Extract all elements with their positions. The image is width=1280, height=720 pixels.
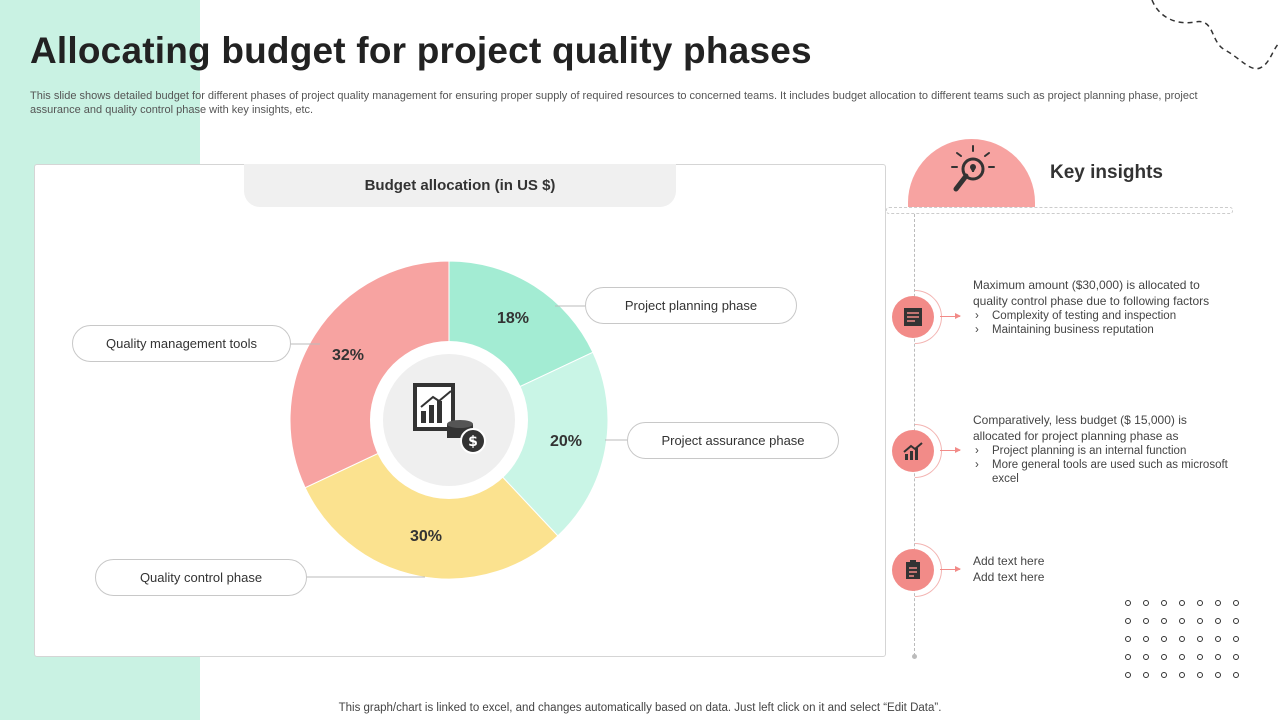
decorative-dot bbox=[1197, 600, 1203, 606]
legend-pill-assurance: Project assurance phase bbox=[627, 422, 839, 459]
insight-1-bullet-1: Complexity of testing and inspection bbox=[973, 309, 1228, 323]
lightbulb-magnifier-icon bbox=[951, 145, 995, 192]
growth-chart-icon bbox=[892, 430, 934, 472]
timeline-end-dot bbox=[912, 654, 917, 659]
decorative-squiggle bbox=[1151, 0, 1280, 70]
decorative-dot bbox=[1197, 672, 1203, 678]
decorative-dot bbox=[1179, 672, 1185, 678]
decorative-dot bbox=[1233, 654, 1239, 660]
insight-1-bullet-2: Maintaining business reputation bbox=[973, 323, 1228, 337]
decorative-dot bbox=[1233, 672, 1239, 678]
decorative-dot bbox=[1143, 636, 1149, 642]
decorative-dot bbox=[1161, 600, 1167, 606]
decorative-dot-grid bbox=[1125, 600, 1251, 686]
insight-3-body: Add text here Add text here bbox=[973, 554, 1045, 584]
decorative-dot bbox=[1233, 600, 1239, 606]
decorative-dot bbox=[1161, 636, 1167, 642]
legend-pill-tools: Quality management tools bbox=[72, 325, 291, 362]
decorative-dot bbox=[1161, 618, 1167, 624]
slice-label-assurance: 20% bbox=[549, 433, 583, 450]
decorative-dot bbox=[1125, 636, 1131, 642]
decorative-dot bbox=[1215, 600, 1221, 606]
decorative-dot bbox=[1215, 672, 1221, 678]
slice-label-tools: 32% bbox=[331, 347, 365, 364]
insight-text-2: Comparatively, less budget ($ 15,000) is… bbox=[973, 412, 1228, 486]
insight-2-body: Comparatively, less budget ($ 15,000) is… bbox=[973, 413, 1187, 443]
decorative-dot bbox=[1179, 600, 1185, 606]
decorative-dot bbox=[1143, 618, 1149, 624]
insight-arrow-3 bbox=[940, 566, 961, 572]
decorative-dot bbox=[1179, 654, 1185, 660]
clipboard-icon bbox=[892, 549, 934, 591]
decorative-dot bbox=[1197, 654, 1203, 660]
insight-arrow-2 bbox=[940, 447, 961, 453]
legend-pill-planning: Project planning phase bbox=[585, 287, 797, 324]
decorative-dot bbox=[1215, 654, 1221, 660]
decorative-dot bbox=[1143, 600, 1149, 606]
decorative-dot bbox=[1125, 618, 1131, 624]
decorative-dot bbox=[1125, 672, 1131, 678]
chart-title: Budget allocation (in US $) bbox=[244, 164, 676, 207]
decorative-dot bbox=[1215, 618, 1221, 624]
slice-label-quality-control: 30% bbox=[409, 528, 443, 545]
decorative-dot bbox=[1197, 636, 1203, 642]
insight-text-1: Maximum amount ($30,000) is allocated to… bbox=[973, 277, 1228, 337]
decorative-dot bbox=[1161, 654, 1167, 660]
decorative-dot bbox=[1179, 618, 1185, 624]
report-icon bbox=[892, 296, 934, 338]
insight-arrow-1 bbox=[940, 313, 961, 319]
decorative-dot bbox=[1197, 618, 1203, 624]
decorative-dot bbox=[1125, 600, 1131, 606]
decorative-dot bbox=[1125, 654, 1131, 660]
key-insights-title: Key insights bbox=[1050, 162, 1163, 183]
slice-label-planning: 18% bbox=[496, 310, 530, 327]
legend-pill-quality-control: Quality control phase bbox=[95, 559, 307, 596]
footer-note: This graph/chart is linked to excel, and… bbox=[338, 702, 942, 714]
page-subtitle: This slide shows detailed budget for dif… bbox=[30, 90, 1198, 116]
decorative-dot bbox=[1233, 618, 1239, 624]
insight-1-body: Maximum amount ($30,000) is allocated to… bbox=[973, 278, 1210, 308]
decorative-dot bbox=[1143, 654, 1149, 660]
decorative-dot bbox=[1233, 636, 1239, 642]
decorative-dot bbox=[1143, 672, 1149, 678]
key-insights-cap bbox=[908, 139, 1035, 207]
decorative-dot bbox=[1161, 672, 1167, 678]
insight-2-bullet-1: Project planning is an internal function bbox=[973, 444, 1228, 458]
decorative-dot bbox=[1215, 636, 1221, 642]
key-insights-rule bbox=[886, 207, 1233, 214]
insight-2-bullet-2: More general tools are used such as micr… bbox=[973, 458, 1228, 486]
decorative-dot bbox=[1179, 636, 1185, 642]
page-title: Allocating budget for project quality ph… bbox=[30, 30, 812, 71]
